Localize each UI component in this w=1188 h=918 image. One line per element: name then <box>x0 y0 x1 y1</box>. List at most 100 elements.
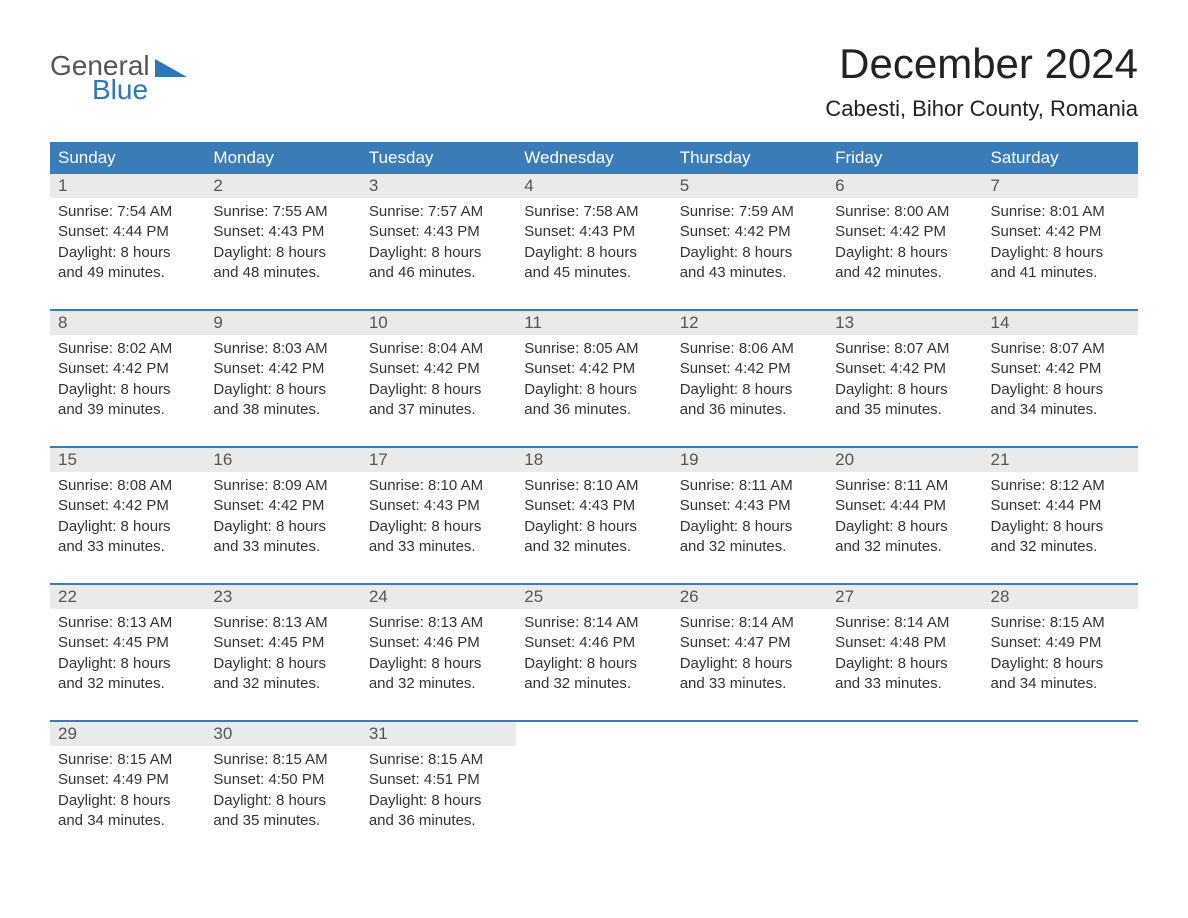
day-cell: 19Sunrise: 8:11 AMSunset: 4:43 PMDayligh… <box>672 448 827 565</box>
dl2-text: and 45 minutes. <box>524 263 663 283</box>
sunset-text: Sunset: 4:42 PM <box>835 359 974 379</box>
day-cell <box>516 722 671 839</box>
sunset-text: Sunset: 4:44 PM <box>58 222 197 242</box>
sunrise-text: Sunrise: 8:03 AM <box>213 339 352 359</box>
week-row: 22Sunrise: 8:13 AMSunset: 4:45 PMDayligh… <box>50 583 1138 702</box>
dl2-text: and 32 minutes. <box>524 674 663 694</box>
dl1-text: Daylight: 8 hours <box>835 380 974 400</box>
day-cell: 6Sunrise: 8:00 AMSunset: 4:42 PMDaylight… <box>827 174 982 291</box>
dl2-text: and 32 minutes. <box>58 674 197 694</box>
day-details: Sunrise: 8:12 AMSunset: 4:44 PMDaylight:… <box>983 472 1138 565</box>
sunset-text: Sunset: 4:43 PM <box>524 496 663 516</box>
logo-flag-icon <box>155 59 187 77</box>
sunset-text: Sunset: 4:43 PM <box>213 222 352 242</box>
day-cell: 21Sunrise: 8:12 AMSunset: 4:44 PMDayligh… <box>983 448 1138 565</box>
dl1-text: Daylight: 8 hours <box>58 791 197 811</box>
sunrise-text: Sunrise: 8:08 AM <box>58 476 197 496</box>
day-cell: 7Sunrise: 8:01 AMSunset: 4:42 PMDaylight… <box>983 174 1138 291</box>
day-cell: 13Sunrise: 8:07 AMSunset: 4:42 PMDayligh… <box>827 311 982 428</box>
logo: General Blue <box>50 50 187 106</box>
sunset-text: Sunset: 4:42 PM <box>58 359 197 379</box>
day-cell: 9Sunrise: 8:03 AMSunset: 4:42 PMDaylight… <box>205 311 360 428</box>
sunset-text: Sunset: 4:51 PM <box>369 770 508 790</box>
day-number: 10 <box>361 311 516 335</box>
sunrise-text: Sunrise: 8:13 AM <box>213 613 352 633</box>
dl2-text: and 42 minutes. <box>835 263 974 283</box>
day-details: Sunrise: 8:11 AMSunset: 4:43 PMDaylight:… <box>672 472 827 565</box>
day-number: 5 <box>672 174 827 198</box>
sunrise-text: Sunrise: 8:09 AM <box>213 476 352 496</box>
dl2-text: and 39 minutes. <box>58 400 197 420</box>
day-cell: 18Sunrise: 8:10 AMSunset: 4:43 PMDayligh… <box>516 448 671 565</box>
dl1-text: Daylight: 8 hours <box>524 243 663 263</box>
sunset-text: Sunset: 4:42 PM <box>680 359 819 379</box>
dl1-text: Daylight: 8 hours <box>835 517 974 537</box>
dl2-text: and 36 minutes. <box>680 400 819 420</box>
sunrise-text: Sunrise: 8:12 AM <box>991 476 1130 496</box>
dl1-text: Daylight: 8 hours <box>524 654 663 674</box>
sunset-text: Sunset: 4:42 PM <box>369 359 508 379</box>
day-details: Sunrise: 8:14 AMSunset: 4:47 PMDaylight:… <box>672 609 827 702</box>
sunset-text: Sunset: 4:46 PM <box>369 633 508 653</box>
dl2-text: and 32 minutes. <box>213 674 352 694</box>
day-details: Sunrise: 8:10 AMSunset: 4:43 PMDaylight:… <box>361 472 516 565</box>
weekday-header: Saturday <box>983 142 1138 174</box>
title-block: December 2024 Cabesti, Bihor County, Rom… <box>825 40 1138 122</box>
day-details: Sunrise: 8:11 AMSunset: 4:44 PMDaylight:… <box>827 472 982 565</box>
calendar: Sunday Monday Tuesday Wednesday Thursday… <box>50 142 1138 839</box>
dl2-text: and 43 minutes. <box>680 263 819 283</box>
day-cell: 28Sunrise: 8:15 AMSunset: 4:49 PMDayligh… <box>983 585 1138 702</box>
dl1-text: Daylight: 8 hours <box>680 517 819 537</box>
day-number <box>516 722 671 726</box>
dl2-text: and 32 minutes. <box>524 537 663 557</box>
sunrise-text: Sunrise: 7:58 AM <box>524 202 663 222</box>
sunrise-text: Sunrise: 7:57 AM <box>369 202 508 222</box>
sunrise-text: Sunrise: 8:00 AM <box>835 202 974 222</box>
dl1-text: Daylight: 8 hours <box>58 517 197 537</box>
day-details: Sunrise: 8:14 AMSunset: 4:48 PMDaylight:… <box>827 609 982 702</box>
sunrise-text: Sunrise: 7:59 AM <box>680 202 819 222</box>
day-details: Sunrise: 8:07 AMSunset: 4:42 PMDaylight:… <box>827 335 982 428</box>
sunset-text: Sunset: 4:42 PM <box>524 359 663 379</box>
weekday-header: Monday <box>205 142 360 174</box>
dl2-text: and 33 minutes. <box>58 537 197 557</box>
week-row: 8Sunrise: 8:02 AMSunset: 4:42 PMDaylight… <box>50 309 1138 428</box>
day-details: Sunrise: 8:15 AMSunset: 4:50 PMDaylight:… <box>205 746 360 839</box>
weekday-header: Thursday <box>672 142 827 174</box>
day-number: 19 <box>672 448 827 472</box>
sunset-text: Sunset: 4:44 PM <box>835 496 974 516</box>
day-number: 13 <box>827 311 982 335</box>
sunset-text: Sunset: 4:48 PM <box>835 633 974 653</box>
day-details: Sunrise: 8:10 AMSunset: 4:43 PMDaylight:… <box>516 472 671 565</box>
day-number: 11 <box>516 311 671 335</box>
day-number: 2 <box>205 174 360 198</box>
dl1-text: Daylight: 8 hours <box>213 654 352 674</box>
sunset-text: Sunset: 4:42 PM <box>213 496 352 516</box>
day-number <box>672 722 827 726</box>
day-number: 15 <box>50 448 205 472</box>
sunset-text: Sunset: 4:44 PM <box>991 496 1130 516</box>
sunset-text: Sunset: 4:42 PM <box>835 222 974 242</box>
sunrise-text: Sunrise: 8:11 AM <box>680 476 819 496</box>
logo-text-blue: Blue <box>92 74 148 106</box>
week-row: 15 Sunrise: 8:08 AM Sunset: 4:42 PM Dayligh… <box>50 446 1138 565</box>
dl2-text: and 32 minutes. <box>835 537 974 557</box>
day-number: 24 <box>361 585 516 609</box>
day-cell: 10Sunrise: 8:04 AMSunset: 4:42 PMDayligh… <box>361 311 516 428</box>
day-number: 21 <box>983 448 1138 472</box>
day-details: Sunrise: 7:58 AMSunset: 4:43 PMDaylight:… <box>516 198 671 291</box>
dl1-text: Daylight: 8 hours <box>524 380 663 400</box>
dl2-text: and 41 minutes. <box>991 263 1130 283</box>
dl2-text: and 33 minutes. <box>213 537 352 557</box>
day-cell: 22Sunrise: 8:13 AMSunset: 4:45 PMDayligh… <box>50 585 205 702</box>
sunrise-text: Sunrise: 8:11 AM <box>835 476 974 496</box>
sunrise-text: Sunrise: 7:54 AM <box>58 202 197 222</box>
day-details: Sunrise: 8:13 AMSunset: 4:46 PMDaylight:… <box>361 609 516 702</box>
dl2-text: and 33 minutes. <box>835 674 974 694</box>
weekday-header: Wednesday <box>516 142 671 174</box>
dl2-text: and 32 minutes. <box>680 537 819 557</box>
dl2-text: and 35 minutes. <box>213 811 352 831</box>
dl2-text: and 49 minutes. <box>58 263 197 283</box>
day-cell <box>983 722 1138 839</box>
day-details: Sunrise: 8:09 AMSunset: 4:42 PMDaylight:… <box>205 472 360 565</box>
